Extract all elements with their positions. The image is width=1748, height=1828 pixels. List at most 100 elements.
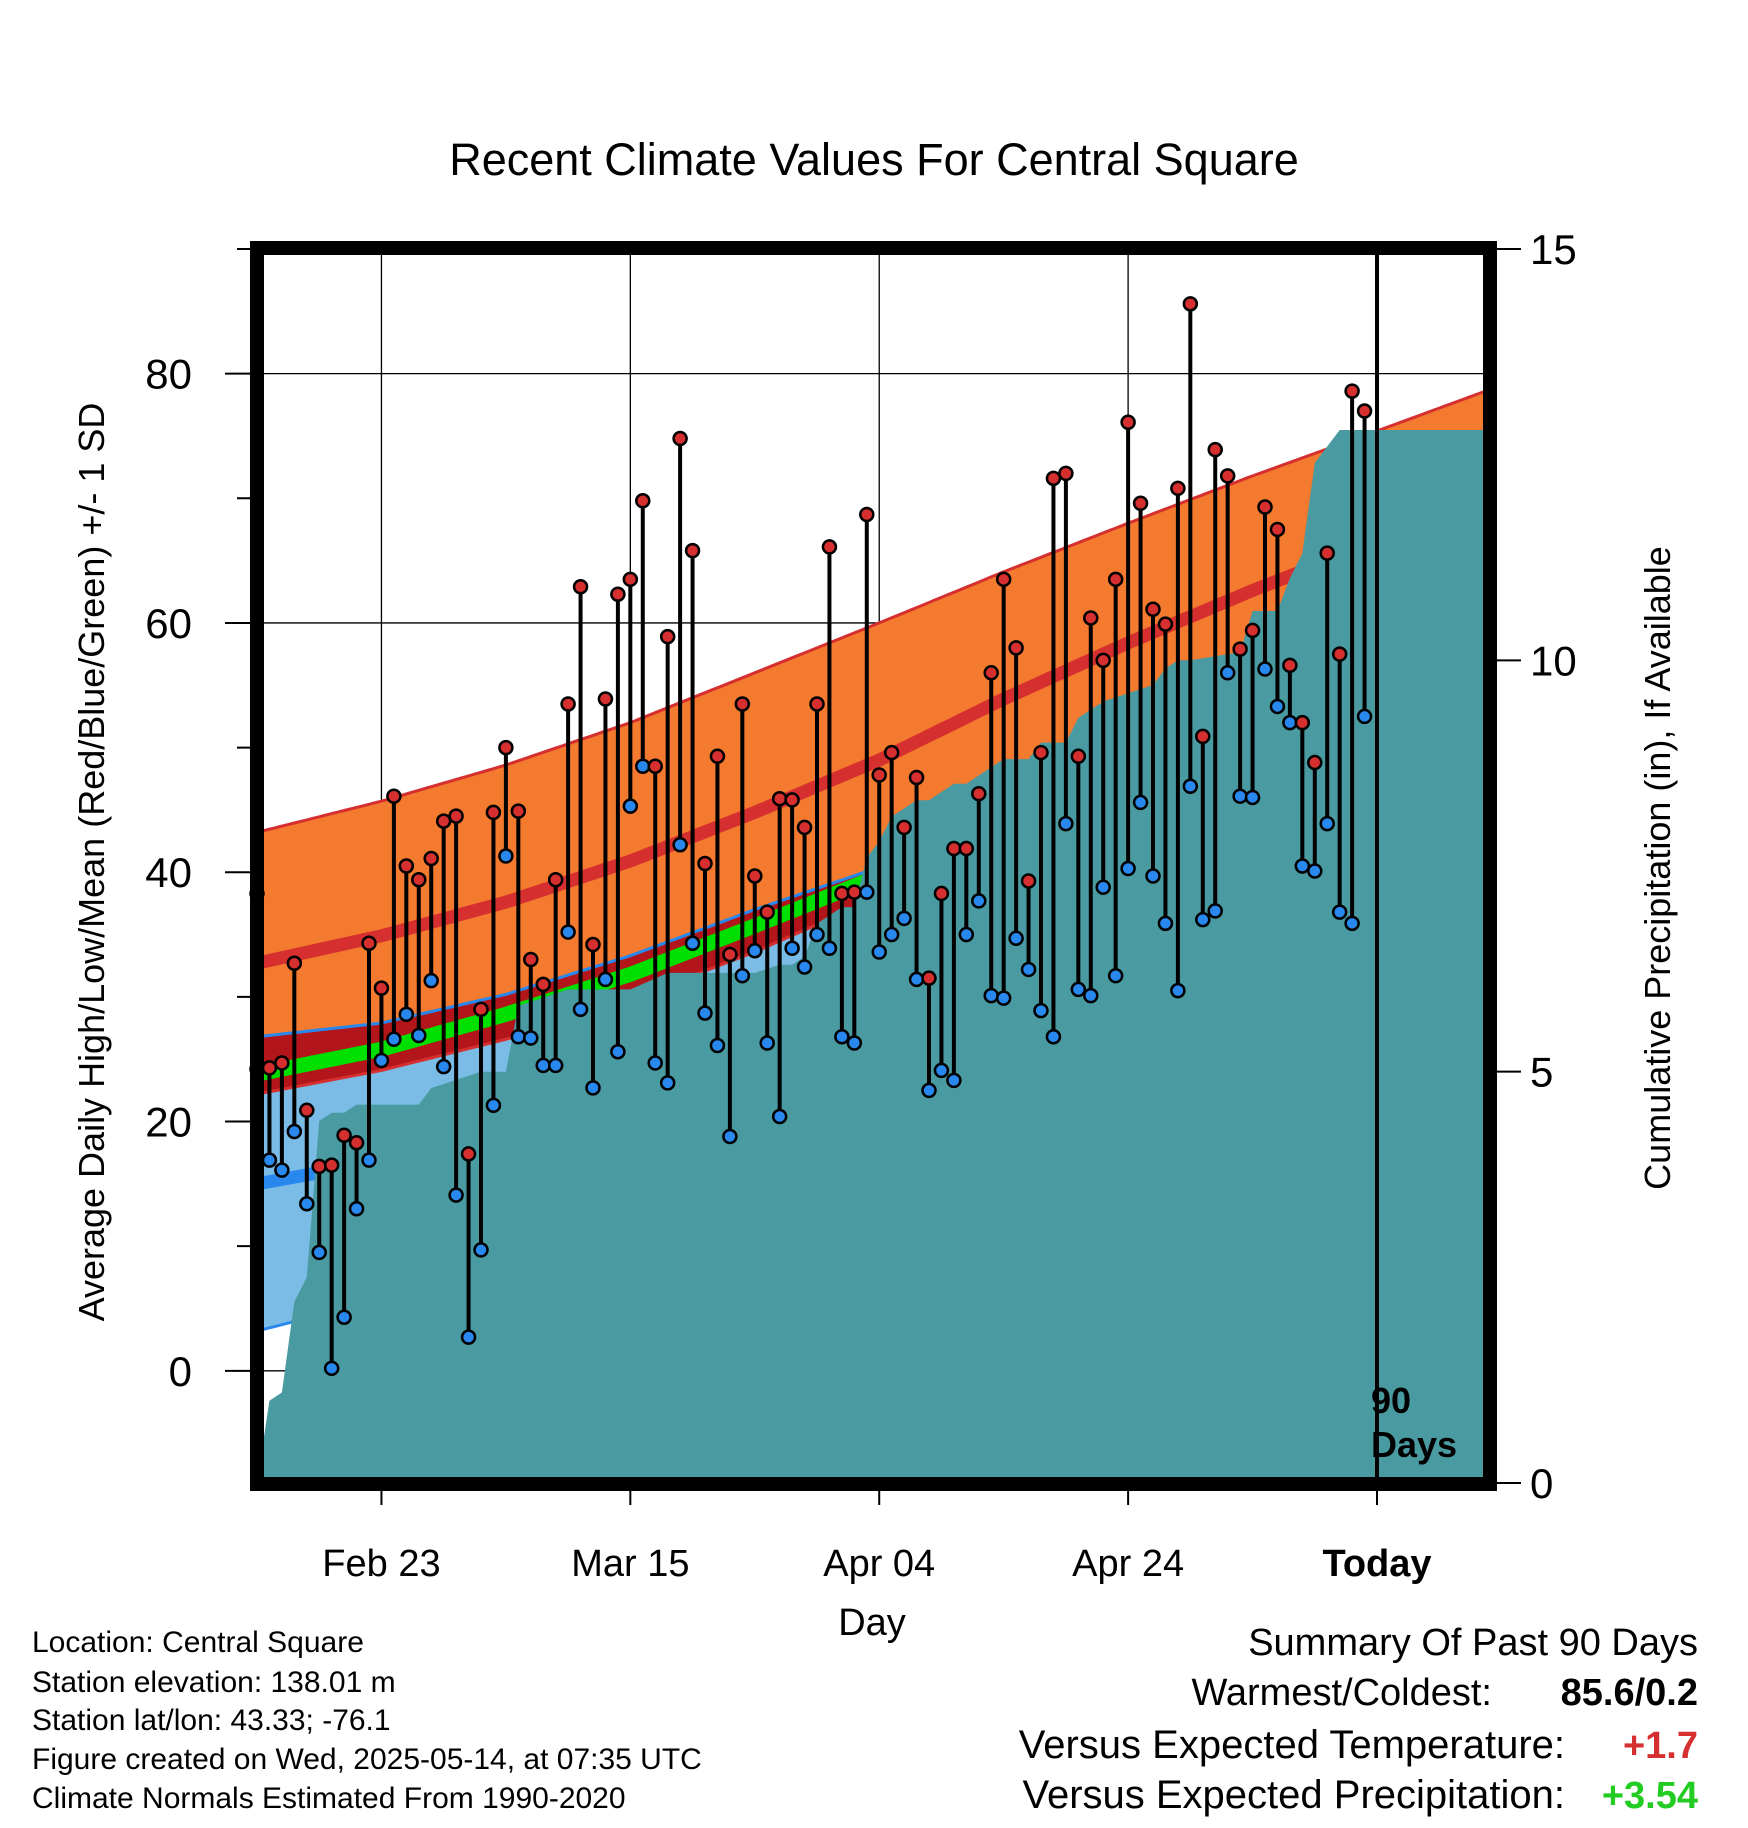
obs-high-point <box>921 970 937 986</box>
obs-low-point <box>1033 1002 1049 1019</box>
obs-low-point <box>398 1006 415 1023</box>
location-text: Location: Central Square <box>32 1626 364 1659</box>
obs-low-point <box>435 1058 452 1075</box>
obs-low-point <box>1008 930 1024 947</box>
x-tick-label: Mar 15 <box>571 1543 689 1585</box>
y-tick-label-right-10: 10 <box>1530 637 1577 684</box>
obs-high-point <box>1033 744 1049 761</box>
obs-high-point <box>510 803 527 819</box>
obs-high-point <box>336 1127 352 1143</box>
obs-low-point <box>834 1029 850 1045</box>
obs-low-point <box>1145 868 1161 884</box>
obs-high-point <box>734 696 751 712</box>
chart-title: Recent Climate Values For Central Square <box>449 134 1299 185</box>
obs-high-point <box>1319 545 1335 561</box>
obs-low-point <box>1244 789 1261 806</box>
x-tick-label: Today <box>1322 1543 1431 1585</box>
obs-high-point <box>971 785 987 802</box>
obs-high-point <box>386 788 402 804</box>
obs-low-point <box>547 1057 564 1074</box>
obs-low-point <box>759 1035 775 1051</box>
obs-low-point <box>535 1057 551 1074</box>
created-text: Figure created on Wed, 2025-05-14, at 07… <box>32 1743 702 1776</box>
obs-high-point <box>659 628 676 645</box>
obs-low-point <box>373 1052 390 1069</box>
obs-low-point <box>348 1201 365 1217</box>
obs-high-point <box>871 767 887 783</box>
obs-high-point <box>398 858 415 874</box>
obs-high-point <box>1008 640 1024 656</box>
obs-high-point <box>585 936 601 953</box>
obs-low-point <box>1170 982 1186 999</box>
obs-high-point <box>597 691 614 707</box>
y-tick-label-left-60: 60 <box>145 600 192 647</box>
obs-high-point <box>697 855 713 872</box>
obs-high-point <box>1132 495 1149 512</box>
obs-low-point <box>1269 698 1286 715</box>
obs-low-point <box>1070 981 1087 998</box>
obs-high-point <box>883 744 900 761</box>
obs-high-point <box>1157 616 1174 632</box>
obs-high-point <box>1107 571 1124 588</box>
elevation-text: Station elevation: 138.01 m <box>32 1666 396 1699</box>
obs-low-point <box>261 1152 278 1168</box>
obs-low-point <box>323 1360 340 1377</box>
obs-high-point <box>311 1158 327 1175</box>
obs-low-point <box>460 1329 477 1345</box>
plot-frame <box>250 241 1497 1491</box>
obs-low-point <box>597 971 614 988</box>
obs-high-point <box>572 579 589 595</box>
obs-high-point <box>672 430 688 447</box>
obs-high-point <box>1045 470 1062 487</box>
obs-low-point <box>560 924 576 940</box>
obs-low-point <box>622 798 639 814</box>
obs-low-point <box>709 1037 726 1054</box>
y-axis-label-left: Average Daily High/Low/Mean (Red/Blue/Gr… <box>71 403 112 1322</box>
obs-low-point <box>995 990 1012 1006</box>
obs-low-point <box>1207 903 1223 919</box>
warmest-coldest-value: 85.6/0.2 <box>1561 1672 1698 1714</box>
obs-low-point <box>883 926 900 943</box>
obs-high-point <box>1219 468 1236 484</box>
x-tick-label: Apr 24 <box>1072 1543 1184 1585</box>
obs-low-point <box>1157 915 1174 932</box>
obs-high-point <box>771 790 788 807</box>
obs-high-point <box>709 748 726 765</box>
latlon-text: Station lat/lon: 43.33; -76.1 <box>32 1704 391 1737</box>
obs-low-point <box>871 944 887 960</box>
obs-high-point <box>946 840 962 857</box>
obs-high-point <box>323 1157 340 1173</box>
obs-low-point <box>1107 967 1124 984</box>
obs-high-point <box>1182 296 1199 312</box>
obs-low-point <box>958 926 975 943</box>
obs-low-point <box>1195 911 1211 928</box>
normals-text: Climate Normals Estimated From 1990-2020 <box>32 1782 626 1815</box>
obs-high-point <box>1145 601 1161 617</box>
obs-low-point <box>1307 863 1323 879</box>
obs-low-point <box>659 1075 676 1091</box>
obs-high-point <box>523 951 539 968</box>
obs-high-point <box>560 696 576 712</box>
obs-high-point <box>361 935 377 952</box>
obs-low-point <box>946 1072 962 1089</box>
obs-low-point <box>1058 815 1074 832</box>
obs-low-point <box>809 926 825 943</box>
obs-low-point <box>1083 987 1099 1004</box>
obs-high-point <box>610 586 626 603</box>
summary-heading: Summary Of Past 90 Days <box>1248 1622 1698 1664</box>
obs-high-point <box>485 804 502 821</box>
obs-high-point <box>1095 652 1111 669</box>
obs-high-point <box>1257 499 1273 515</box>
obs-low-point <box>485 1097 502 1114</box>
high-sd-band <box>257 389 1489 1095</box>
obs-high-point <box>1269 521 1286 538</box>
obs-high-point <box>1307 754 1323 771</box>
obs-high-point <box>622 571 639 588</box>
obs-low-point <box>1182 778 1199 794</box>
obs-high-point <box>1195 728 1211 745</box>
obs-low-point <box>1219 665 1236 681</box>
obs-high-point <box>435 813 452 829</box>
obs-high-point <box>958 840 975 857</box>
obs-low-point <box>983 987 999 1004</box>
obs-low-point <box>846 1035 863 1051</box>
